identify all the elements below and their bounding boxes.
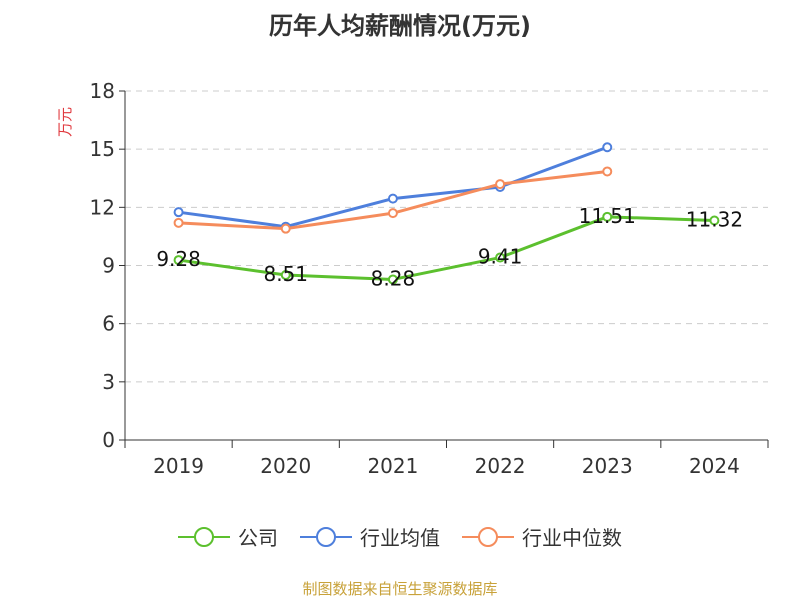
y-tick-label: 15 bbox=[90, 137, 115, 161]
source-note: 制图数据来自恒生聚源数据库 bbox=[302, 580, 498, 598]
data-point bbox=[280, 270, 291, 281]
legend-label: 公司 bbox=[238, 526, 278, 550]
data-labels: 9.28 8.51 8.28 9.41 11.51 11.32 bbox=[156, 204, 743, 291]
data-point bbox=[280, 223, 291, 234]
x-tick-label: 2023 bbox=[582, 454, 633, 478]
y-tick-label: 3 bbox=[102, 370, 115, 394]
legend-label: 行业均值 bbox=[360, 526, 440, 550]
data-point bbox=[602, 211, 613, 222]
legend-item[interactable]: 行业中位数 bbox=[462, 522, 622, 551]
data-point bbox=[173, 207, 184, 218]
legend: 公司 行业均值 行业中位数 bbox=[0, 522, 800, 551]
legend-line-circle-icon bbox=[462, 526, 514, 547]
data-label: 9.41 bbox=[478, 245, 523, 269]
y-tick-label: 6 bbox=[102, 312, 115, 336]
grid-lines bbox=[125, 90, 768, 383]
data-point bbox=[173, 217, 184, 228]
y-tick-label: 9 bbox=[102, 254, 115, 278]
x-tick-label: 2019 bbox=[153, 454, 204, 478]
x-tick-label: 2021 bbox=[367, 454, 418, 478]
data-point bbox=[495, 252, 506, 263]
data-label: 11.32 bbox=[686, 208, 743, 232]
data-point bbox=[602, 142, 613, 153]
legend-label: 行业中位数 bbox=[522, 526, 622, 550]
x-tick-label: 2020 bbox=[260, 454, 311, 478]
legend-item[interactable]: 行业均值 bbox=[300, 522, 440, 551]
series-line bbox=[178, 215, 715, 281]
y-tick-label: 18 bbox=[90, 79, 115, 103]
legend-line-circle-icon bbox=[178, 526, 230, 547]
y-tick-label: 12 bbox=[90, 195, 115, 219]
data-point bbox=[387, 193, 398, 204]
chart-title: 历年人均薪酬情况(万元) bbox=[269, 12, 531, 40]
y-tick-label: 0 bbox=[102, 428, 115, 452]
y-axis-title: 万元 bbox=[56, 107, 74, 137]
legend-item[interactable]: 公司 bbox=[178, 522, 278, 551]
data-label: 8.51 bbox=[263, 262, 308, 286]
data-label: 9.28 bbox=[156, 247, 201, 271]
data-point bbox=[387, 274, 398, 285]
data-label: 11.51 bbox=[579, 204, 636, 228]
data-label: 8.28 bbox=[371, 266, 416, 290]
data-point bbox=[387, 208, 398, 219]
x-tick-label: 2024 bbox=[689, 454, 740, 478]
x-tick-label: 2022 bbox=[475, 454, 526, 478]
series-lines bbox=[173, 142, 720, 285]
data-point bbox=[709, 215, 720, 226]
data-point bbox=[602, 166, 613, 177]
legend-line-circle-icon bbox=[300, 526, 352, 547]
data-point bbox=[173, 255, 184, 266]
axes: 0 3 6 9 12 15 18 2019 2020 2021 2022 2023 2024 万元 bbox=[56, 79, 769, 478]
data-point bbox=[495, 179, 506, 190]
